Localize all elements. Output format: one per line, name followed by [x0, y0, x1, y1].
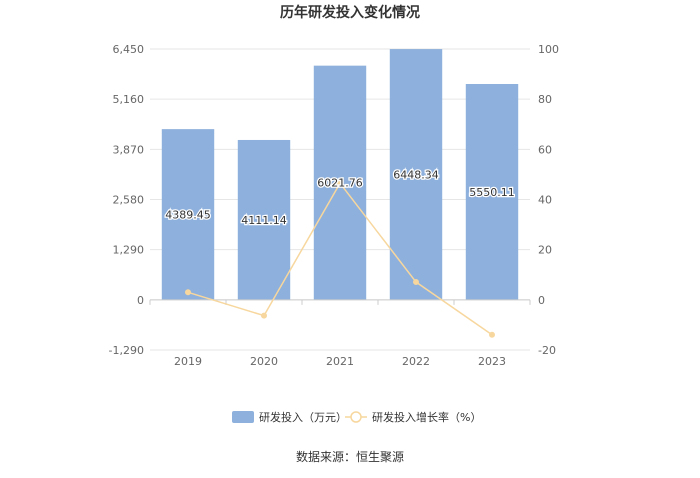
y-left-tick-label: 6,450: [113, 43, 145, 56]
line-point: [261, 312, 267, 319]
bar-value-label: 4111.14: [241, 214, 287, 227]
legend-line-label: 研发投入增长率（%）: [372, 410, 481, 424]
data-labels: 4389.45 4111.14 6021.76 6448.34 5550.11: [164, 167, 516, 228]
x-tick-label: 2019: [174, 355, 202, 368]
y-right-tick-label: 100: [538, 43, 559, 56]
legend-line-marker: [350, 411, 362, 423]
bar-value-label: 5550.11: [469, 186, 515, 199]
y-left-tick-label: 0: [137, 294, 144, 307]
bar: [161, 129, 215, 300]
y-left-tick-label: 3,870: [113, 143, 145, 156]
legend[interactable]: 研发投入（万元） 研发投入增长率（%）: [232, 410, 481, 424]
bar-value-label: 6021.76: [317, 177, 363, 190]
bar: [237, 139, 291, 300]
line-series: [185, 180, 495, 338]
y-right-tick-label: 60: [538, 143, 552, 156]
y-left-tick-label: 2,580: [113, 194, 145, 207]
bar: [465, 83, 519, 300]
x-tick-label: 2021: [326, 355, 354, 368]
y-left-tick-label: 5,160: [113, 93, 145, 106]
y-left-tick-label: -1,290: [109, 344, 144, 357]
y-right-tick-label: 80: [538, 93, 552, 106]
x-tick-label: 2022: [402, 355, 430, 368]
line-point: [185, 289, 191, 296]
bar: [389, 49, 443, 300]
y-right-tick-label: -20: [538, 344, 556, 357]
legend-bar-label: 研发投入（万元）: [259, 410, 347, 424]
line-point: [337, 180, 343, 187]
line-point: [489, 331, 495, 338]
x-tick-label: 2023: [478, 355, 506, 368]
chart-title: 历年研发投入变化情况: [280, 4, 420, 21]
bar-series: [161, 49, 519, 300]
axes: -1,290 0 1,290 2,580 3,870 5,160 6,450 -20 0 20 40…: [109, 43, 559, 368]
y-right-tick-label: 0: [538, 294, 545, 307]
x-tick-label: 2020: [250, 355, 278, 368]
source-note: 数据来源：恒生聚源: [296, 449, 404, 464]
bar-value-label: 6448.34: [393, 168, 439, 181]
bar-value-label: 4389.45: [165, 208, 211, 221]
line-point: [413, 279, 419, 286]
legend-bar-swatch: [232, 411, 254, 423]
y-left-tick-label: 1,290: [113, 244, 145, 257]
y-right-tick-label: 40: [538, 194, 552, 207]
y-right-tick-label: 20: [538, 244, 552, 257]
